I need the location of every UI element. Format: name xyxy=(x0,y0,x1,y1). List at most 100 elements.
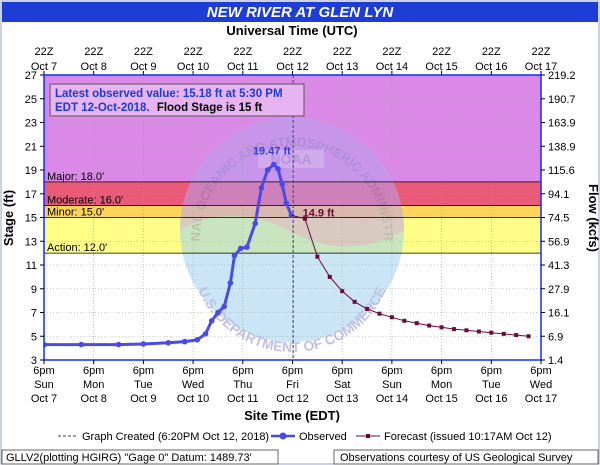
top-tick-label-zulu: 22Z xyxy=(35,46,54,58)
top-tick-label-date: Oct 16 xyxy=(475,61,507,73)
left-tick-label: 13 xyxy=(25,236,37,248)
bottom-tick-label-time: 6pm xyxy=(331,365,352,377)
top-tick-label-zulu: 22Z xyxy=(84,46,103,58)
top-tick-label-date: Oct 14 xyxy=(376,61,408,73)
forecast-series-markers xyxy=(302,216,531,339)
bottom-tick-label-date: Oct 13 xyxy=(326,393,358,405)
forecast-point xyxy=(315,254,320,259)
top-tick-label-zulu: 22Z xyxy=(382,46,401,58)
right-tick-label: 138.9 xyxy=(548,141,576,153)
top-tick-label-zulu: 22Z xyxy=(134,46,153,58)
footer-left-box xyxy=(1,449,279,465)
forecast-point xyxy=(414,321,419,326)
legend-forecast-marker xyxy=(366,434,370,438)
footer-left-text: GLLV2(plotting HGIRG) "Gage 0" Datum: 14… xyxy=(6,452,252,464)
bottom-tick-label-date: Oct 10 xyxy=(177,393,209,405)
right-tick-label: 190.7 xyxy=(548,94,576,106)
legend: Graph Created (6:20PM Oct 12, 2018) Obse… xyxy=(58,431,552,443)
threshold-label: Moderate: 16.0' xyxy=(47,195,123,207)
top-tick-label-date: Oct 12 xyxy=(276,61,308,73)
left-tick-label: 3 xyxy=(31,355,37,367)
top-tick-label-date: Oct 13 xyxy=(326,61,358,73)
top-tick-label-zulu: 22Z xyxy=(184,46,203,58)
right-tick-label: 56.9 xyxy=(548,236,569,248)
right-tick-label: 163.9 xyxy=(548,118,576,130)
observed-point xyxy=(215,309,221,316)
bottom-tick-label-day: Mon xyxy=(83,379,104,391)
forecast-series-line xyxy=(291,214,529,337)
observed-point xyxy=(258,185,265,191)
top-tick-label-date: Oct 8 xyxy=(81,61,107,73)
bottom-tick-label-date: Oct 12 xyxy=(276,393,308,405)
legend-observed-label: Observed xyxy=(299,431,347,443)
observed-point xyxy=(252,220,259,227)
right-axis-ticks: 1.4 6.9 16.1 27.9 41.3 56.9 74.5 94.1 115.6 138.9… xyxy=(541,70,576,367)
observed-point xyxy=(227,280,234,286)
info-line-2: EDT 12-Oct-2018. Flood Stage is 15 ft xyxy=(55,102,262,114)
observed-point xyxy=(271,161,277,168)
footer-right-box xyxy=(333,449,599,465)
right-tick-label: 115.6 xyxy=(548,165,575,177)
observed-point xyxy=(78,341,85,348)
top-tick-label-zulu: 22Z xyxy=(283,46,302,58)
forecast-point xyxy=(302,216,307,221)
right-tick-label: 6.9 xyxy=(548,331,563,343)
left-tick-label: 7 xyxy=(31,308,37,320)
bottom-tick-label-date: Oct 16 xyxy=(475,393,507,405)
forecast-point xyxy=(476,329,481,334)
bottom-tick-label-day: Fri xyxy=(286,379,299,391)
bottom-tick-label-day: Tue xyxy=(482,379,501,391)
bottom-tick-label-date: Oct 7 xyxy=(31,393,57,405)
bottom-tick-label-date: Oct 8 xyxy=(81,393,107,405)
top-tick-label-zulu: 22Z xyxy=(482,46,501,58)
observed-point xyxy=(221,303,227,310)
bottom-tick-label-time: 6pm xyxy=(83,365,104,377)
bottom-tick-label-date: Oct 15 xyxy=(425,393,457,405)
left-tick-label: 11 xyxy=(26,260,37,272)
forecast-point xyxy=(452,327,457,332)
forecast-point xyxy=(464,328,469,333)
left-tick-label: 23 xyxy=(25,118,37,130)
top-axis-ticks: 22Z Oct 7 22Z Oct 8 22Z Oct 9 22Z Oct 10 22Z Oct … xyxy=(31,46,557,75)
left-axis-title: Stage (ft) xyxy=(1,190,16,246)
observed-series-markers xyxy=(44,161,295,348)
bottom-tick-label-day: Wed xyxy=(182,379,204,391)
threshold-label: Minor: 15.0' xyxy=(47,207,104,219)
bottom-tick-label-time: 6pm xyxy=(133,365,154,377)
right-axis-title: Flow (kcfs) xyxy=(586,184,600,252)
right-tick-label: 41.3 xyxy=(548,260,569,272)
left-tick-label: 25 xyxy=(25,94,37,106)
bottom-tick-label-time: 6pm xyxy=(282,365,303,377)
info-line-1: Latest observed value: 15.18 ft at 5:30 … xyxy=(55,88,283,100)
bottom-tick-label-time: 6pm xyxy=(481,365,502,377)
top-tick-label-date: Oct 17 xyxy=(525,61,557,73)
observed-point xyxy=(288,212,295,219)
top-tick-label-zulu: 22Z xyxy=(532,46,551,58)
observed-point xyxy=(208,318,215,324)
threshold-label: Action: 12.0' xyxy=(47,242,107,254)
footer-right-text: Observations courtesy of US Geological S… xyxy=(340,452,573,464)
forecast-point xyxy=(340,289,345,294)
bottom-tick-label-date: Oct 14 xyxy=(376,393,408,405)
observed-point xyxy=(182,338,188,345)
annotation-label: 19.47 ft xyxy=(253,145,291,157)
left-tick-label: 15 xyxy=(25,213,37,225)
forecast-point xyxy=(352,299,357,304)
observed-point xyxy=(194,337,201,343)
observed-point xyxy=(231,252,238,259)
left-tick-label: 5 xyxy=(31,331,37,343)
top-tick-label-date: Oct 11 xyxy=(227,61,259,73)
info-flood-stage: Flood Stage is 15 ft xyxy=(157,102,263,114)
observed-point xyxy=(140,341,147,347)
legend-observed-marker xyxy=(279,432,287,440)
bottom-tick-label-day: Wed xyxy=(530,379,552,391)
top-axis-title: Universal Time (UTC) xyxy=(226,23,357,38)
top-tick-label-date: Oct 10 xyxy=(177,61,209,73)
forecast-point xyxy=(402,318,407,323)
bottom-tick-label-day: Thu xyxy=(233,379,252,391)
info-box xyxy=(49,83,305,117)
observed-point xyxy=(275,166,281,172)
bottom-tick-label-day: Sat xyxy=(334,379,351,391)
observed-point xyxy=(264,167,271,173)
